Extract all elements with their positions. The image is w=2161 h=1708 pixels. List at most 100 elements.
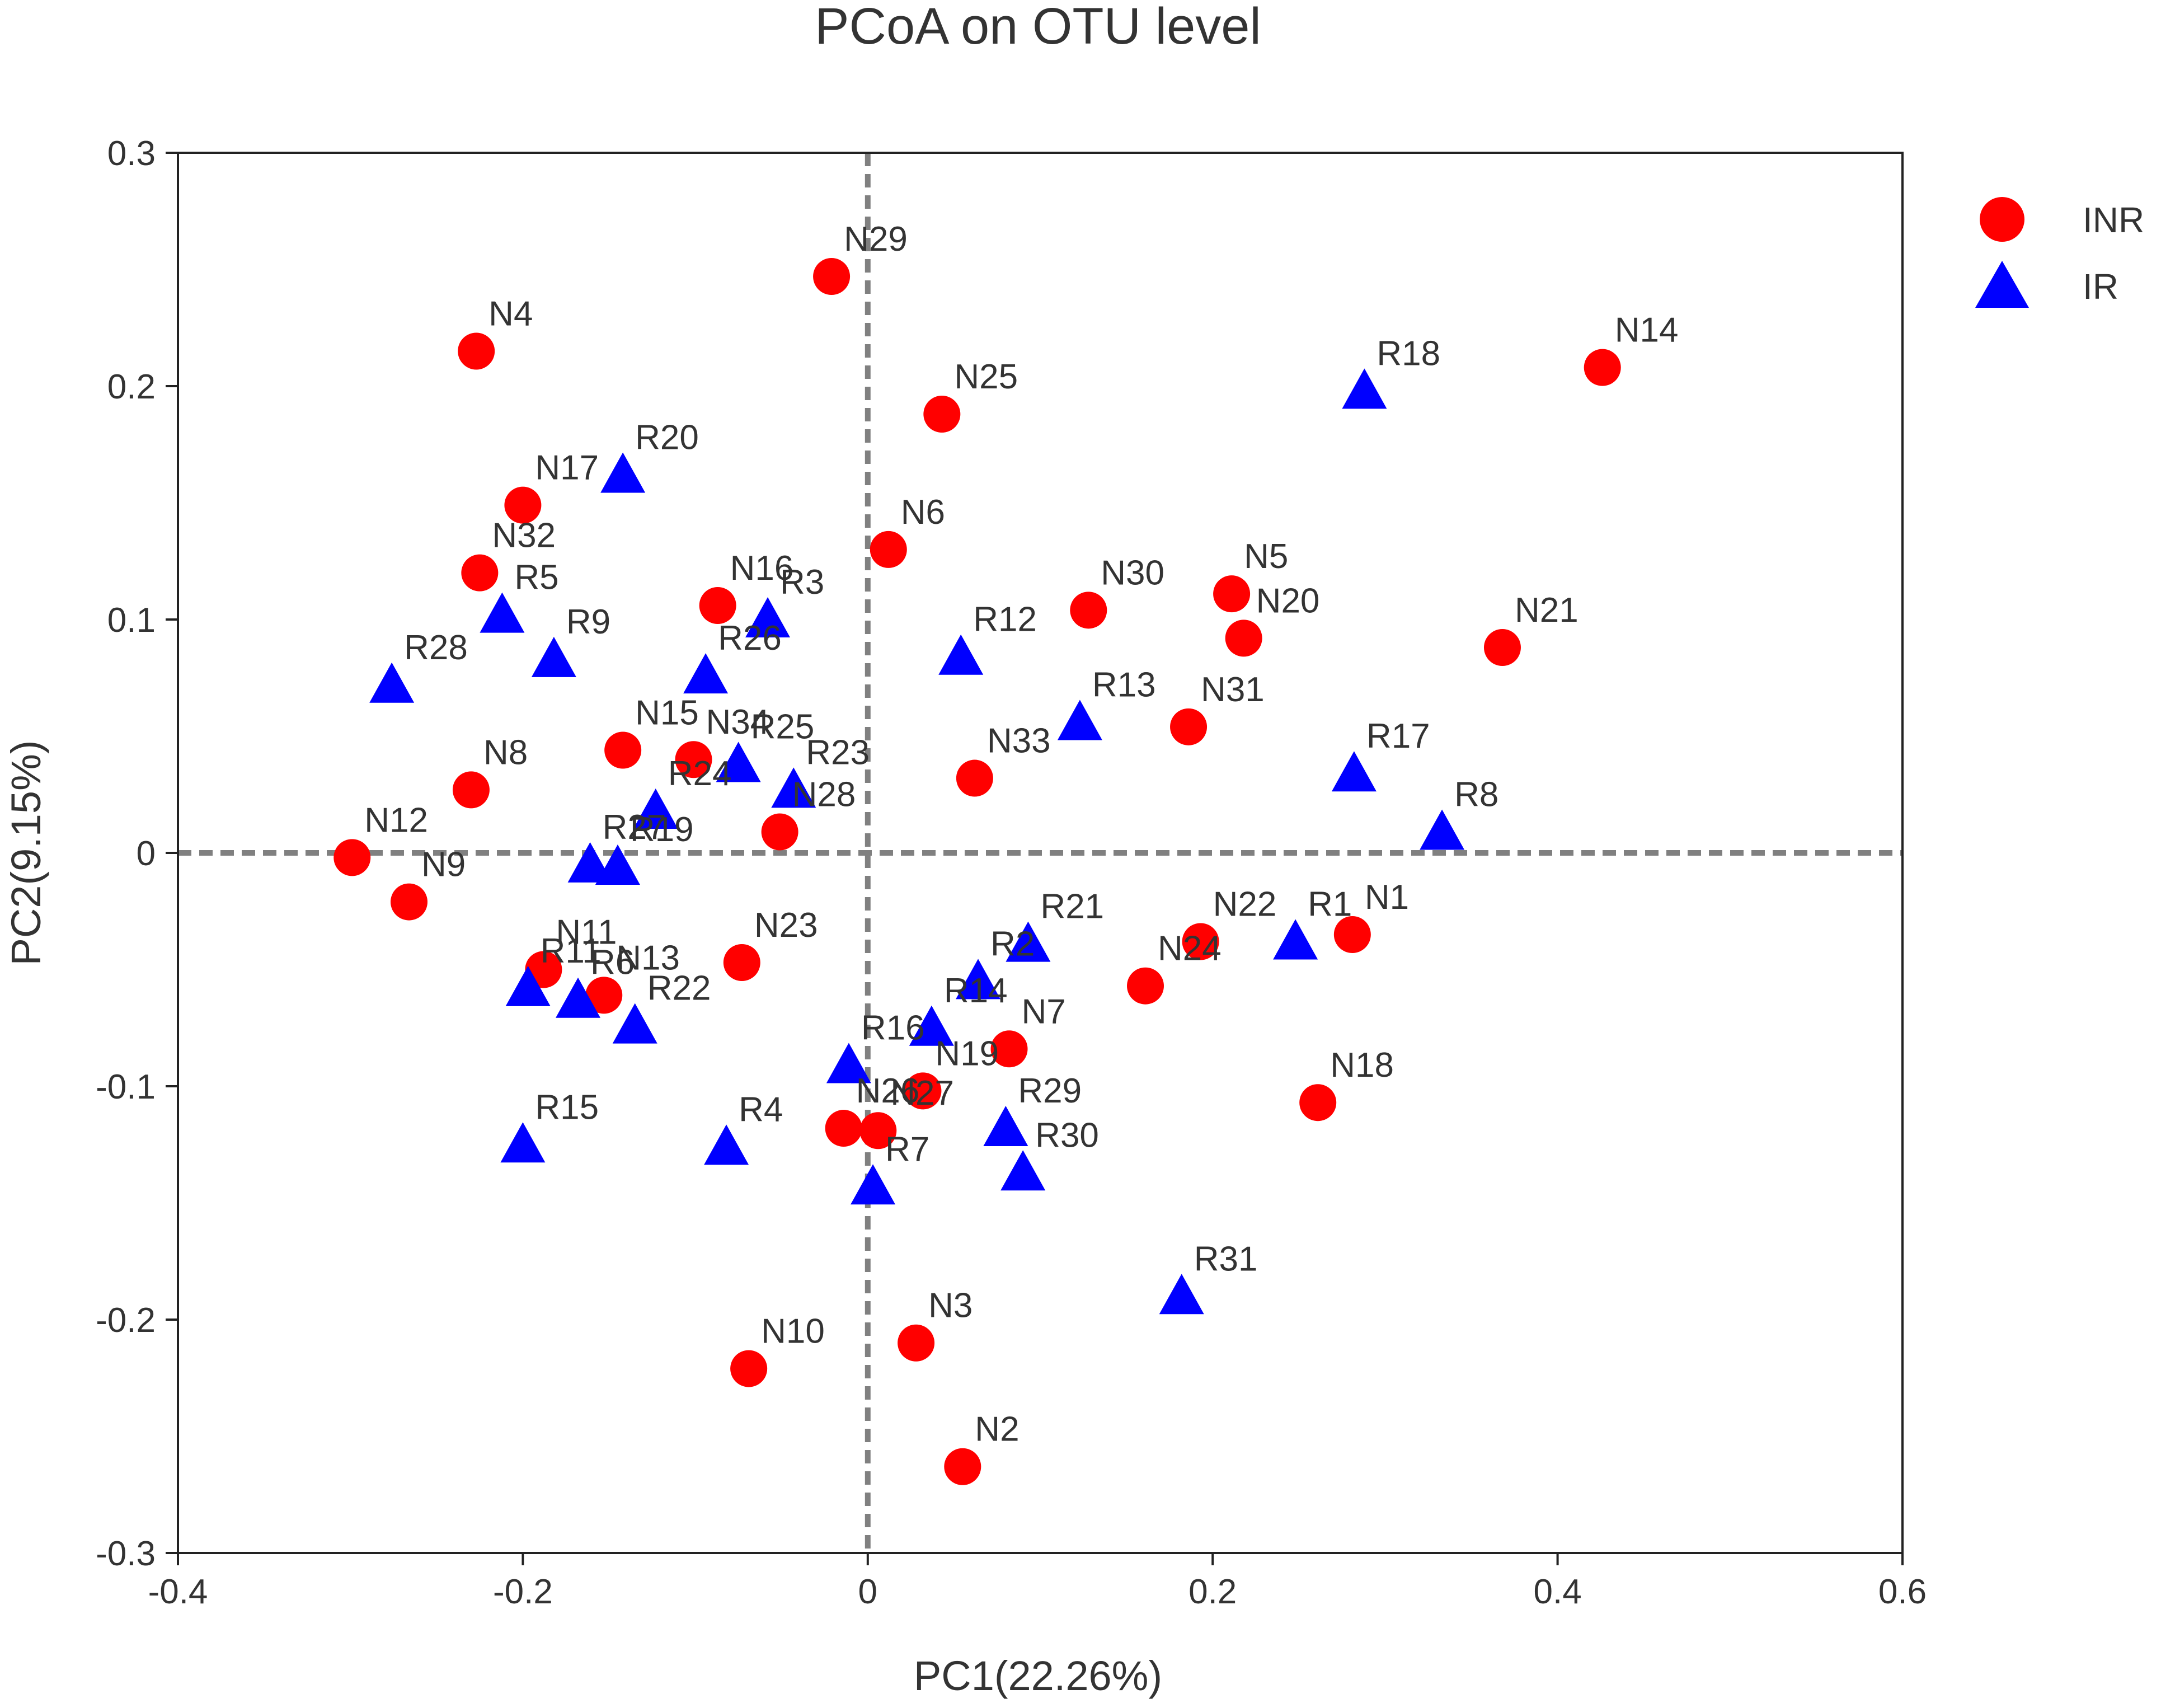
ir-point-r30 — [1000, 1150, 1046, 1191]
x-tick-label: 0.2 — [1188, 1573, 1237, 1611]
point-label-r18: R18 — [1377, 334, 1440, 373]
point-label-r26: R26 — [718, 619, 782, 658]
point-label-r23: R23 — [806, 733, 870, 772]
ir-point-r28 — [369, 662, 415, 703]
point-label-n29: N29 — [844, 220, 908, 259]
point-label-n11: N11 — [556, 913, 617, 952]
point-label-n28: N28 — [792, 775, 856, 814]
point-labels: N1 N2 N3 N4 N5 N6 N7 N8 N9 N10 N11 N12 N13 N14 N15 N16 N… — [364, 220, 1678, 1449]
inr-point-n24 — [1127, 967, 1164, 1005]
point-label-n6: N6 — [901, 493, 945, 532]
point-label-r17: R17 — [1366, 717, 1430, 756]
point-label-n18: N18 — [1330, 1046, 1394, 1085]
y-tick-label: 0.2 — [107, 368, 156, 406]
ir-point-r2 — [956, 959, 1001, 1000]
point-label-n2: N2 — [975, 1410, 1019, 1449]
point-label-r19: R19 — [630, 810, 694, 849]
point-label-n14: N14 — [1615, 311, 1679, 350]
point-label-r1: R1 — [1308, 885, 1352, 923]
point-label-r11: R11 — [541, 932, 602, 970]
point-label-n31: N31 — [1201, 670, 1265, 709]
ir-point-r23 — [771, 767, 816, 808]
point-label-r8: R8 — [1454, 775, 1498, 814]
ir-point-r9 — [531, 636, 576, 677]
ir-point-r25 — [716, 742, 761, 782]
ir-point-r13 — [1057, 700, 1102, 740]
ir-point-r14 — [909, 1005, 954, 1046]
x-tick-label: 0 — [858, 1573, 877, 1611]
point-label-n33: N33 — [987, 722, 1051, 761]
inr-point-n7 — [990, 1030, 1028, 1068]
point-label-r29: R29 — [1018, 1072, 1082, 1110]
y-axis-ticks: -0.3 -0.2 -0.1 0 0.1 0.2 0.3 — [96, 134, 178, 1573]
ir-point-r3 — [745, 597, 791, 637]
point-label-r27: R27 — [603, 808, 666, 847]
inr-point-n15 — [604, 731, 642, 769]
inr-point-n22 — [1182, 923, 1219, 960]
legend-inr-label: INR — [2083, 200, 2144, 240]
point-label-r13: R13 — [1092, 665, 1156, 704]
ir-point-r11 — [505, 965, 551, 1006]
ir-point-r20 — [600, 452, 646, 493]
point-label-n5: N5 — [1244, 537, 1288, 576]
y-tick-label: -0.3 — [96, 1535, 156, 1573]
point-label-n17: N17 — [535, 449, 599, 487]
point-label-r5: R5 — [514, 559, 558, 597]
x-tick-label: -0.4 — [148, 1573, 208, 1611]
point-label-r9: R9 — [566, 603, 610, 641]
reference-lines — [178, 153, 1902, 1553]
point-label-n26: N26 — [856, 1072, 920, 1110]
ir-point-r22 — [612, 1003, 657, 1044]
point-label-n12: N12 — [364, 801, 428, 839]
x-tick-label: 0.4 — [1533, 1573, 1581, 1611]
inr-point-n18 — [1299, 1084, 1337, 1122]
legend-ir-marker — [1975, 261, 2029, 308]
inr-point-n16 — [699, 586, 736, 624]
point-label-r7: R7 — [885, 1130, 929, 1169]
point-label-r20: R20 — [635, 418, 699, 457]
point-label-r12: R12 — [973, 600, 1037, 639]
point-label-r30: R30 — [1035, 1116, 1099, 1155]
y-tick-label: -0.2 — [96, 1301, 156, 1340]
ir-point-r24 — [633, 788, 678, 829]
legend-ir-label: IR — [2083, 266, 2118, 307]
ir-point-r1 — [1273, 919, 1318, 960]
chart-title: PCoA on OTU level — [815, 0, 1261, 55]
inr-point-n33 — [956, 759, 993, 797]
point-label-r31: R31 — [1194, 1240, 1258, 1278]
ir-point-r7 — [851, 1164, 896, 1205]
point-label-n15: N15 — [635, 694, 699, 733]
inr-point-n9 — [390, 883, 427, 921]
point-label-n22: N22 — [1213, 885, 1277, 923]
inr-point-n6 — [870, 531, 907, 568]
inr-point-n23 — [723, 944, 760, 981]
ir-point-r12 — [938, 634, 984, 675]
inr-point-n34 — [675, 741, 712, 778]
inr-point-n17 — [504, 486, 542, 524]
inr-point-n26 — [825, 1110, 862, 1147]
point-label-r2: R2 — [990, 925, 1035, 963]
point-label-n9: N9 — [421, 846, 466, 884]
ir-point-r5 — [480, 592, 525, 633]
ir-point-r16 — [826, 1043, 871, 1083]
inr-point-n30 — [1070, 592, 1107, 629]
x-tick-label: -0.2 — [493, 1573, 553, 1611]
ir-point-r8 — [1420, 809, 1465, 850]
point-label-r22: R22 — [647, 969, 711, 1008]
point-label-r14: R14 — [944, 972, 1008, 1010]
inr-point-n12 — [333, 839, 371, 876]
inr-point-n10 — [730, 1350, 768, 1387]
ir-point-r31 — [1159, 1274, 1204, 1315]
point-label-n10: N10 — [761, 1312, 825, 1351]
point-label-n23: N23 — [754, 906, 818, 945]
inr-point-n2 — [944, 1448, 981, 1485]
point-label-n1: N1 — [1365, 878, 1409, 917]
inr-point-n31 — [1170, 708, 1208, 745]
inr-point-n27 — [859, 1112, 897, 1149]
ir-point-r26 — [683, 653, 729, 694]
inr-point-n29 — [813, 258, 851, 295]
inr-point-n3 — [898, 1324, 935, 1362]
inr-point-n28 — [761, 813, 798, 851]
